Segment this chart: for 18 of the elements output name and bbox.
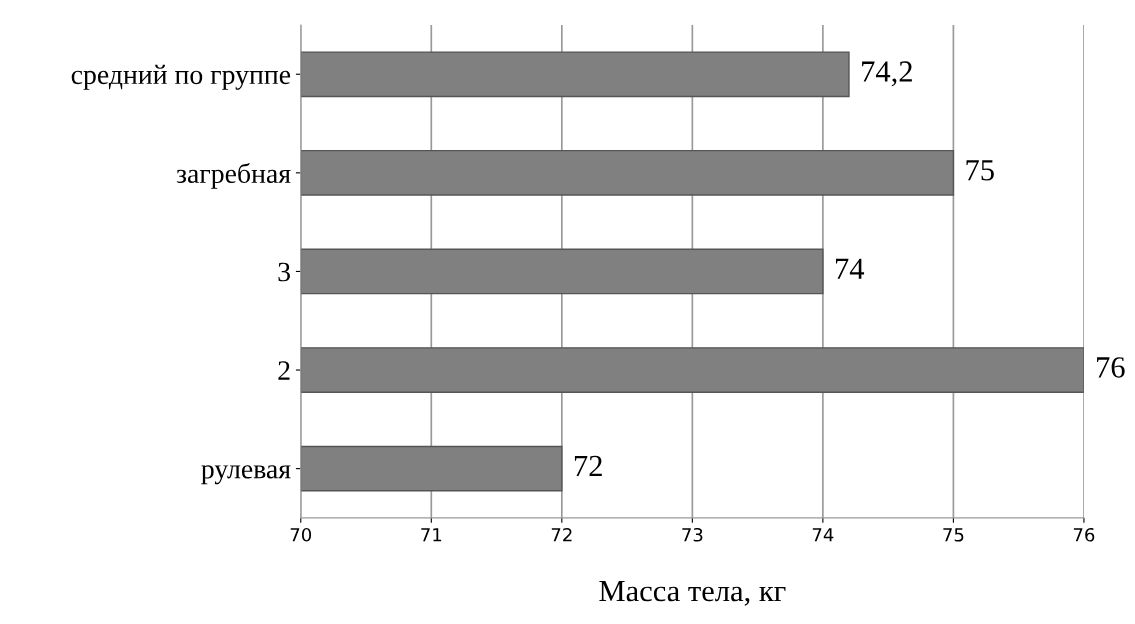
data-label: 74 <box>836 258 865 279</box>
x-tick-label: 75 <box>943 528 964 542</box>
data-label: 74,2 <box>862 61 912 87</box>
y-tick-label: средний по группе <box>71 64 291 90</box>
data-label: 76 <box>1097 357 1125 378</box>
y-tick-label: 2 <box>278 361 290 380</box>
data-label: 72 <box>574 455 602 476</box>
data-label: 75 <box>966 160 994 181</box>
x-tick-label: 76 <box>1073 527 1095 542</box>
x-tick-label: 71 <box>421 528 442 542</box>
x-axis-title: Масса тела, кг <box>599 581 786 606</box>
y-tick-label: 3 <box>278 262 290 282</box>
y-tick-label: загребная <box>176 162 291 189</box>
x-tick-label: 72 <box>551 527 572 542</box>
x-tick-label: 73 <box>682 527 703 542</box>
y-tick-label: рулевая <box>201 465 291 485</box>
x-tick-label: 74 <box>812 528 834 542</box>
x-tick-label: 70 <box>290 527 312 542</box>
